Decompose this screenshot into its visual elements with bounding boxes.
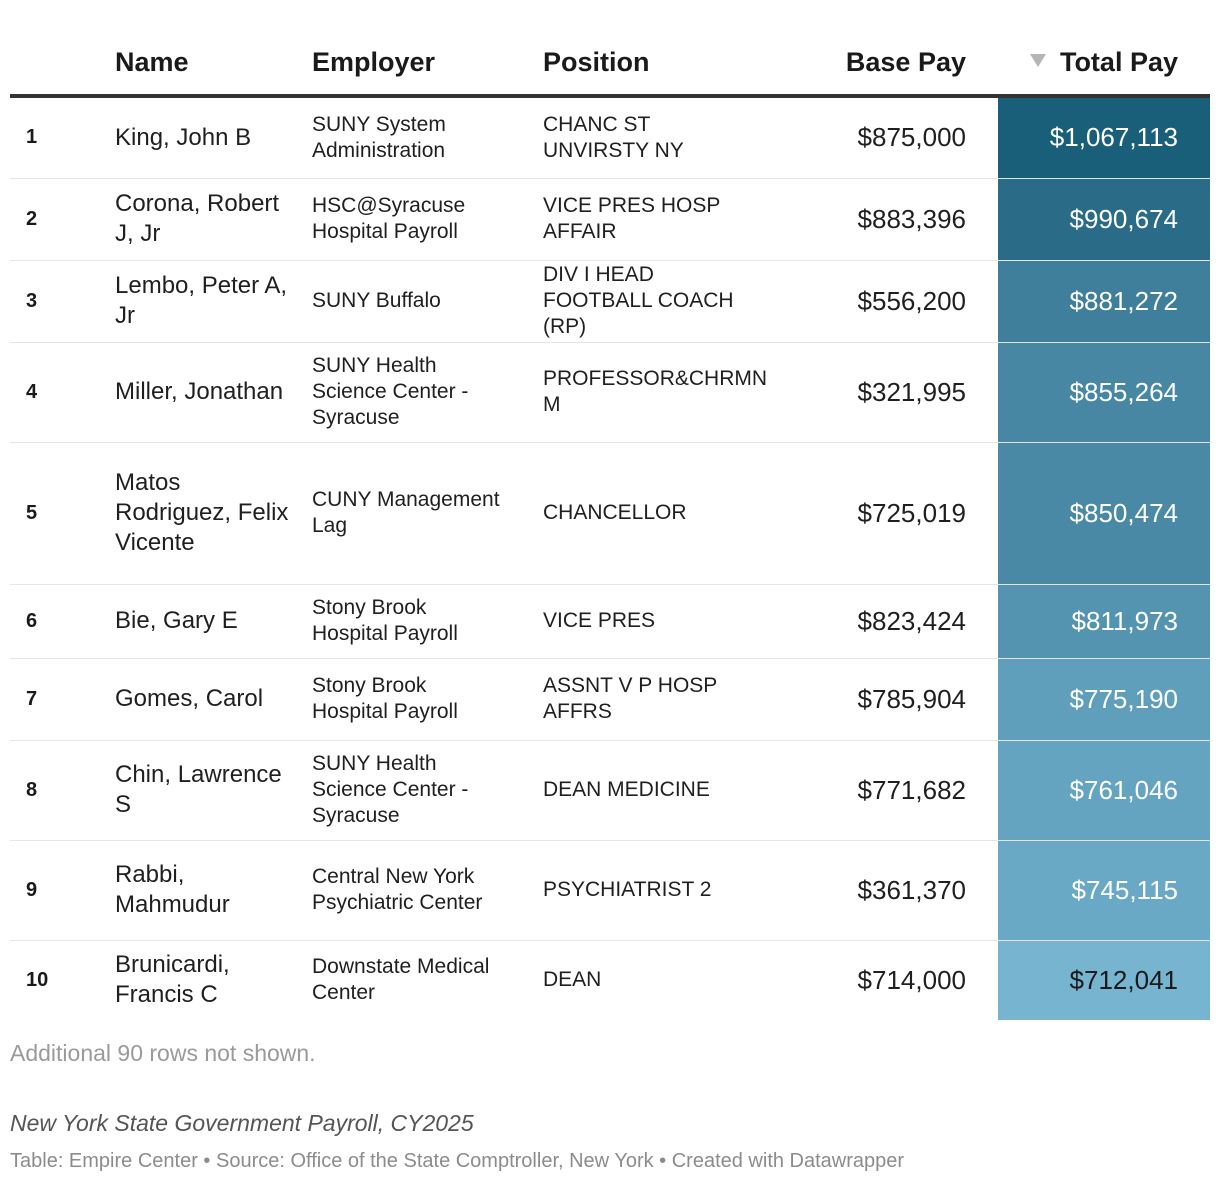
position-cell: DEAN bbox=[543, 968, 602, 992]
employee-name: Miller, Jonathan bbox=[115, 342, 312, 443]
total-pay-cell: $775,190 bbox=[998, 658, 1210, 741]
total-pay-cell: $745,115 bbox=[998, 840, 1210, 941]
row-rank: 10 bbox=[26, 968, 49, 991]
employer-cell: Central New York Psychiatric Center bbox=[312, 840, 543, 941]
employee-name: Lembo, Peter A, Jr bbox=[115, 260, 312, 343]
row-rank: 6 bbox=[10, 584, 115, 659]
base-pay-cell: $785,904 bbox=[788, 658, 998, 741]
row-rank: 8 bbox=[10, 740, 115, 841]
base-pay-cell: $725,019 bbox=[788, 442, 998, 585]
row-rank: 4 bbox=[10, 342, 115, 443]
header-row: Name Employer Position Base Pay Total Pa… bbox=[10, 30, 1210, 98]
total-pay-cell: $990,674 bbox=[998, 178, 1210, 261]
employee-name: Bie, Gary E bbox=[115, 584, 312, 659]
payroll-table-container: Name Employer Position Base Pay Total Pa… bbox=[10, 30, 1210, 1020]
base-pay-cell: $771,682 bbox=[788, 740, 998, 841]
table-row: 5 Matos Rodriguez, Felix Vicente CUNY Mana… bbox=[10, 442, 1210, 585]
position-cell: DIV I HEAD FOOTBALL COACH (RP) bbox=[543, 260, 788, 343]
employer-cell: CUNY Management Lag bbox=[312, 442, 543, 585]
table-row: 4 Miller, Jonathan SUNY Health Science Cen… bbox=[10, 342, 1210, 443]
employee-name: Chin, Lawrence S bbox=[115, 740, 312, 841]
employee-name: Corona, Robert J, Jr bbox=[115, 178, 312, 261]
position-cell: CHANCELLOR bbox=[543, 442, 788, 585]
table-body: 1 King, John B SUNY System Administration C… bbox=[10, 96, 1210, 1020]
row-rank: 1 bbox=[10, 96, 115, 179]
row-rank: 2 bbox=[10, 178, 115, 261]
base-pay-cell: $321,995 bbox=[788, 342, 998, 443]
table-notes: Additional 90 rows not shown. bbox=[10, 1040, 316, 1066]
table-row: 1 King, John B SUNY System Administration C… bbox=[10, 96, 1210, 179]
table-source: Table: Empire Center • Source: Office of… bbox=[10, 1150, 905, 1172]
base-pay-cell: $361,370 bbox=[788, 840, 998, 941]
position-cell: PROFESSOR&CHRMN M bbox=[543, 342, 788, 443]
base-pay-cell: $714,000 bbox=[857, 964, 966, 995]
column-header-name[interactable]: Name bbox=[115, 30, 312, 98]
base-pay-cell: $883,396 bbox=[788, 178, 998, 261]
position-cell: ASSNT V P HOSP AFFRS bbox=[543, 658, 788, 741]
row-rank: 9 bbox=[10, 840, 115, 941]
column-header-base-pay[interactable]: Base Pay bbox=[788, 30, 998, 98]
employer-cell: SUNY Buffalo bbox=[312, 260, 543, 343]
table-row: 8 Chin, Lawrence S SUNY Health Science Cen… bbox=[10, 740, 1210, 841]
table-row: 2 Corona, Robert J, Jr HSC@Syracuse Hospit… bbox=[10, 178, 1210, 261]
table-row: 7 Gomes, Carol Stony Brook Hospital Payrol… bbox=[10, 658, 1210, 741]
column-header-total-pay[interactable]: Total Pay bbox=[998, 30, 1210, 98]
position-cell: VICE PRES bbox=[543, 584, 788, 659]
base-pay-cell: $875,000 bbox=[788, 96, 998, 179]
employee-name: Rabbi, Mahmudur bbox=[115, 840, 312, 941]
total-pay-cell: $881,272 bbox=[998, 260, 1210, 343]
total-pay-cell: $811,973 bbox=[998, 584, 1210, 659]
column-header-position[interactable]: Position bbox=[543, 30, 788, 98]
employer-cell: HSC@Syracuse Hospital Payroll bbox=[312, 178, 543, 261]
total-pay-cell: $1,067,113 bbox=[998, 96, 1210, 179]
table-row: 9 Rabbi, Mahmudur Central New York Psychia… bbox=[10, 840, 1210, 941]
total-pay-cell: $855,264 bbox=[998, 342, 1210, 443]
employee-name: Gomes, Carol bbox=[115, 658, 312, 741]
employer-cell: SUNY Health Science Center - Syracuse bbox=[312, 740, 543, 841]
table-row: 3 Lembo, Peter A, Jr SUNY Buffalo DIV I HEA… bbox=[10, 260, 1210, 343]
employer-cell: Stony Brook Hospital Payroll bbox=[312, 658, 543, 741]
sort-descending-icon bbox=[1029, 53, 1046, 67]
employee-name: Brunicardi, Francis C bbox=[115, 951, 230, 1009]
position-cell: VICE PRES HOSP AFFAIR bbox=[543, 178, 788, 261]
position-cell: CHANC ST UNVIRSTY NY bbox=[543, 96, 788, 179]
employee-name: King, John B bbox=[115, 96, 312, 179]
base-pay-cell: $556,200 bbox=[788, 260, 998, 343]
column-header-rank[interactable] bbox=[10, 30, 115, 98]
table-row: 10 Brunicardi, Francis C Downstate Medical… bbox=[10, 940, 1210, 1020]
table-row: 6 Bie, Gary E Stony Brook Hospital Payroll… bbox=[10, 584, 1210, 659]
employee-name: Matos Rodriguez, Felix Vicente bbox=[115, 442, 312, 585]
payroll-table: Name Employer Position Base Pay Total Pa… bbox=[10, 30, 1210, 1020]
row-rank: 5 bbox=[10, 442, 115, 585]
position-cell: DEAN MEDICINE bbox=[543, 740, 788, 841]
employer-cell: Stony Brook Hospital Payroll bbox=[312, 584, 543, 659]
table-caption: New York State Government Payroll, CY202… bbox=[10, 1110, 474, 1136]
base-pay-cell: $823,424 bbox=[788, 584, 998, 659]
row-rank: 3 bbox=[10, 260, 115, 343]
employer-cell: SUNY Health Science Center - Syracuse bbox=[312, 342, 543, 443]
employer-cell: Downstate Medical Center bbox=[312, 955, 490, 1005]
total-pay-cell: $712,041 bbox=[998, 940, 1210, 1020]
column-header-employer[interactable]: Employer bbox=[312, 30, 543, 98]
position-cell: PSYCHIATRIST 2 bbox=[543, 840, 788, 941]
total-pay-cell: $761,046 bbox=[998, 740, 1210, 841]
column-header-total-pay-label: Total Pay bbox=[1059, 46, 1178, 77]
employer-cell: SUNY System Administration bbox=[312, 96, 543, 179]
row-rank: 7 bbox=[10, 658, 115, 741]
total-pay-cell: $850,474 bbox=[998, 442, 1210, 585]
